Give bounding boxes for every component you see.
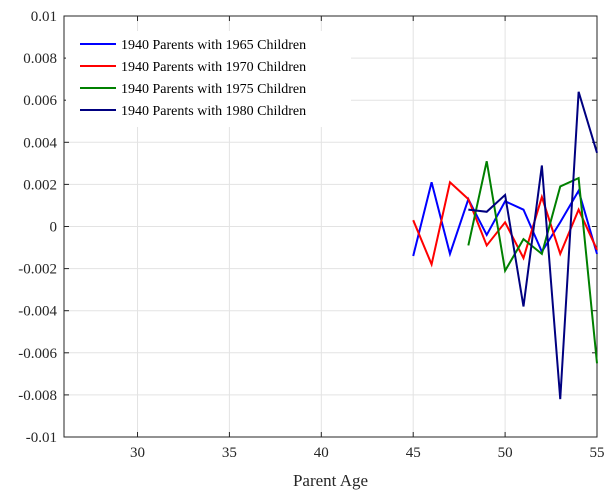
- y-tick-label: -0.004: [18, 304, 57, 320]
- series-line-2: [412, 180, 598, 268]
- x-tick-label: 40: [314, 445, 329, 461]
- axis-ticks: 30 35 40 45 50 55 0.01 0.008 0.006 0.004 0.002 0 -0.…: [18, 9, 604, 461]
- series-line-4: [468, 91, 598, 400]
- legend-label-4: 1940 Parents with 1980 Children: [121, 104, 306, 119]
- y-tick-label: 0.008: [23, 51, 57, 67]
- y-tick-label: -0.006: [18, 346, 57, 362]
- x-tick-label: 30: [130, 445, 145, 461]
- y-tick-label: 0.01: [31, 9, 57, 25]
- y-tick-label: 0: [50, 220, 58, 236]
- y-tick-label: -0.008: [18, 388, 57, 404]
- x-tick-label: 45: [406, 445, 421, 461]
- legend-label-1: 1940 Parents with 1965 Children: [121, 38, 306, 53]
- legend-label-3: 1940 Parents with 1975 Children: [121, 82, 306, 97]
- y-tick-label: -0.01: [26, 430, 57, 446]
- x-tick-label: 50: [498, 445, 513, 461]
- y-tick-label: 0.006: [23, 93, 57, 109]
- x-tick-label: 35: [222, 445, 237, 461]
- legend-label-2: 1940 Parents with 1970 Children: [121, 60, 306, 75]
- series-line-1: [412, 182, 598, 258]
- series-line-3: [467, 161, 598, 364]
- legend: 1940 Parents with 1965 Children 1940 Pare…: [66, 31, 351, 127]
- x-axis-label: Parent Age: [293, 471, 368, 490]
- y-tick-label: -0.002: [18, 262, 57, 278]
- y-tick-label: 0.002: [23, 177, 57, 193]
- x-tick-label: 55: [590, 445, 605, 461]
- y-tick-label: 0.004: [23, 135, 57, 151]
- series-lines: [412, 91, 598, 400]
